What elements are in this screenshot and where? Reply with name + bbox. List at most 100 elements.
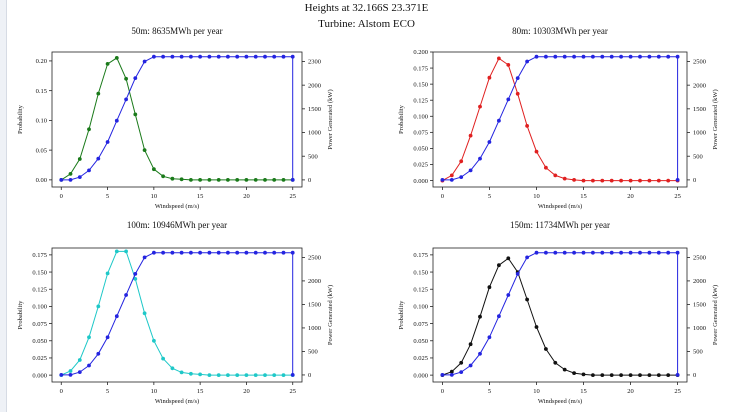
power-curve-point xyxy=(647,54,652,59)
power-curve-point xyxy=(114,118,119,123)
power-curve-point xyxy=(142,59,147,64)
power-curve-point xyxy=(96,156,101,161)
power-curve-point xyxy=(290,250,295,255)
probability-point xyxy=(656,178,661,183)
y2-tick-label: 2000 xyxy=(308,82,321,89)
probability-point xyxy=(105,271,110,276)
probability-point xyxy=(449,173,454,178)
power-curve-point xyxy=(216,54,221,59)
power-curve-point xyxy=(544,54,548,59)
x-tick-label: 15 xyxy=(580,388,587,395)
y2-tick-label: 2500 xyxy=(693,255,706,262)
power-curve-point xyxy=(619,54,623,59)
y-tick-label: 0.000 xyxy=(413,178,428,185)
power-curve-point xyxy=(675,178,680,182)
power-curve-point xyxy=(675,250,680,255)
power-curve-point xyxy=(572,54,576,59)
probability-point xyxy=(638,178,642,183)
probability-point xyxy=(553,173,558,178)
y-tick-label: 0.100 xyxy=(413,113,428,120)
y2-tick-label: 500 xyxy=(693,349,703,356)
probability-point xyxy=(478,314,482,319)
power-curve-point xyxy=(161,250,166,255)
power-curve-point xyxy=(87,363,91,368)
y-tick-label: 0.000 xyxy=(32,372,47,379)
power-curve-point xyxy=(161,54,166,59)
y-tick-label: 0.100 xyxy=(32,304,47,311)
x-tick-label: 0 xyxy=(441,388,444,395)
probability-point xyxy=(281,373,286,377)
y-tick-label: 0.20 xyxy=(36,58,47,65)
x-tick-label: 10 xyxy=(151,388,158,395)
probability-point xyxy=(525,297,529,302)
power-curve-point xyxy=(459,370,464,374)
y2-axis-label: Power Generated (kW) xyxy=(327,285,334,345)
probability-point xyxy=(226,178,230,182)
plot-frame xyxy=(432,51,688,188)
y2-axis-label: Power Generated (kW) xyxy=(327,89,334,149)
probability-point xyxy=(647,178,652,183)
y-tick-label: 0.175 xyxy=(32,252,47,259)
y2-tick-label: 1000 xyxy=(308,325,321,332)
x-axis-label: Windspeed (m/s) xyxy=(538,203,582,210)
x-tick-label: 5 xyxy=(488,388,491,395)
x-axis-label: Windspeed (m/s) xyxy=(155,203,199,210)
power-curve-point xyxy=(600,54,605,59)
probability-point xyxy=(449,369,454,374)
plot-frame xyxy=(51,247,303,383)
probability-point xyxy=(534,325,539,329)
power-curve-line xyxy=(442,56,679,181)
probability-point xyxy=(647,373,652,377)
probability-point xyxy=(506,63,511,67)
power-curve-point xyxy=(647,250,652,255)
power-curve-point xyxy=(189,250,193,255)
y-tick-label: 0.125 xyxy=(413,286,428,293)
y-tick-label: 0.00 xyxy=(36,177,47,184)
plot-frame xyxy=(51,51,303,188)
x-tick-label: 15 xyxy=(197,388,204,395)
power-curve-point xyxy=(77,175,82,180)
y-axis-label: Probability xyxy=(398,300,405,330)
x-tick-label: 0 xyxy=(60,388,63,395)
power-curve-point xyxy=(170,54,175,59)
y-tick-label: 0.125 xyxy=(32,286,47,293)
probability-point xyxy=(142,148,147,153)
y-tick-label: 0.10 xyxy=(36,118,47,125)
power-curve-point xyxy=(105,140,110,144)
power-curve-point xyxy=(198,250,203,255)
power-curve-point xyxy=(124,97,128,102)
probability-point xyxy=(572,178,576,182)
x-tick-label: 10 xyxy=(533,193,540,200)
probability-point xyxy=(207,178,212,182)
y-tick-label: 0.075 xyxy=(413,321,428,328)
y-tick-label: 0.100 xyxy=(413,304,428,311)
power-curve-point xyxy=(449,178,454,182)
power-curve-point xyxy=(440,373,445,377)
y2-tick-label: 2000 xyxy=(308,278,321,285)
probability-point xyxy=(105,62,110,66)
power-curve-point xyxy=(544,250,548,255)
probability-point xyxy=(161,174,166,179)
power-curve-line xyxy=(442,252,679,376)
x-tick-label: 10 xyxy=(533,388,540,395)
power-curve-point xyxy=(198,54,203,59)
x-tick-label: 20 xyxy=(627,388,634,395)
power-curve-point xyxy=(281,54,286,59)
x-tick-label: 10 xyxy=(151,193,158,200)
power-curve-point xyxy=(189,54,193,59)
y-tick-label: 0.075 xyxy=(32,321,47,328)
probability-point xyxy=(572,371,576,375)
subplot-title: 50m: 8635MWh per year xyxy=(131,26,222,36)
power-curve-point xyxy=(515,272,520,276)
power-curve-point xyxy=(656,54,661,59)
power-curve-point xyxy=(666,250,671,255)
probability-point xyxy=(656,373,661,377)
probability-line xyxy=(442,257,678,376)
y2-tick-label: 500 xyxy=(308,153,318,160)
probability-point xyxy=(666,373,671,377)
power-curve-point xyxy=(506,293,511,297)
probability-point xyxy=(487,285,492,290)
probability-point xyxy=(272,373,277,377)
y-tick-label: 0.200 xyxy=(413,49,428,56)
probability-point xyxy=(534,149,539,154)
